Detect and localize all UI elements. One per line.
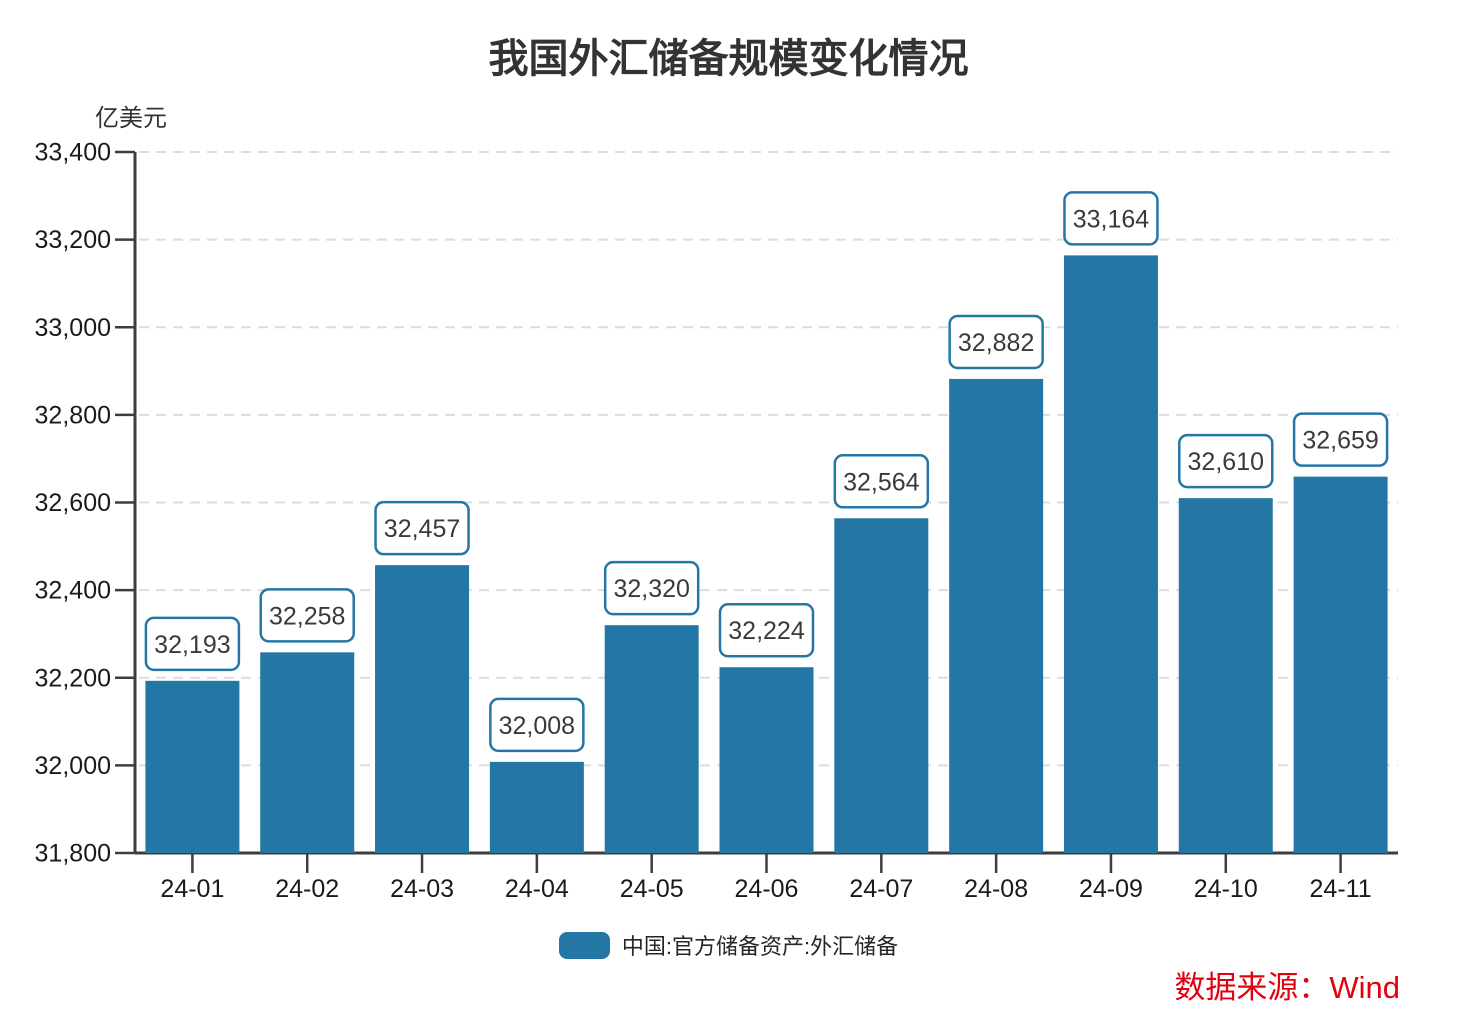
value-label-box	[1292, 412, 1389, 467]
value-label-box	[259, 588, 355, 643]
value-label-box	[144, 616, 241, 672]
value-label: 32,882	[958, 329, 1034, 357]
value-label: 32,224	[728, 617, 805, 645]
value-label: 32,659	[1302, 427, 1378, 455]
bar-24-06	[719, 667, 814, 853]
bar-24-04	[489, 761, 584, 853]
value-label-box	[718, 602, 815, 658]
value-label: 32,008	[499, 712, 575, 740]
bar-24-09	[1063, 255, 1158, 853]
y-tick-label: 31,800	[35, 840, 111, 868]
y-axis-unit-label: 亿美元	[95, 105, 167, 132]
bar-24-11	[1293, 476, 1388, 853]
value-label-box	[603, 560, 700, 616]
bar-24-10	[1178, 498, 1273, 853]
value-label-box	[1178, 433, 1274, 489]
legend: 中国:官方储备资产:外汇储备	[0, 929, 1457, 961]
value-label-box	[833, 454, 930, 509]
value-label-box	[948, 314, 1044, 370]
legend-label: 中国:官方储备资产:外汇储备	[621, 934, 899, 959]
chart-title: 我国外汇储备规模变化情况	[488, 37, 969, 81]
x-tick-label: 24-06	[735, 875, 799, 903]
x-tick-label: 24-10	[1194, 875, 1258, 903]
y-tick-label: 33,200	[35, 226, 111, 254]
value-label: 32,610	[1188, 448, 1264, 476]
bar-24-01	[145, 680, 240, 853]
value-label: 32,258	[269, 602, 345, 630]
value-label: 32,564	[843, 468, 920, 496]
y-tick-label: 32,600	[35, 489, 111, 517]
x-tick-label: 24-08	[964, 875, 1028, 903]
y-tick-label: 32,400	[35, 577, 111, 605]
x-tick-label: 24-03	[390, 875, 454, 903]
data-source-label: 数据来源：Wind	[1174, 970, 1400, 1005]
value-label: 32,193	[154, 631, 230, 659]
value-label-box	[1063, 191, 1159, 246]
value-label: 32,457	[384, 515, 460, 543]
x-tick-label: 24-01	[160, 875, 224, 903]
x-tick-label: 24-05	[620, 875, 684, 903]
x-tick-label: 24-07	[849, 875, 913, 903]
value-label: 32,320	[613, 575, 689, 603]
bar-24-07	[834, 518, 929, 853]
x-tick-label: 24-04	[505, 875, 569, 903]
bar-24-03	[375, 565, 470, 853]
bar-24-08	[949, 378, 1044, 853]
value-label-box	[489, 697, 585, 753]
value-label-box	[374, 500, 470, 556]
y-tick-label: 32,800	[35, 401, 111, 429]
bar-24-05	[604, 625, 699, 853]
y-tick-label: 32,000	[35, 752, 111, 780]
legend-swatch	[558, 931, 610, 959]
x-tick-label: 24-11	[1310, 875, 1372, 903]
bar-24-02	[260, 652, 355, 853]
x-tick-label: 24-02	[275, 875, 339, 903]
y-tick-label: 33,400	[35, 139, 111, 167]
value-label: 33,164	[1073, 205, 1150, 233]
x-tick-label: 24-09	[1079, 875, 1143, 903]
y-tick-label: 32,200	[35, 664, 111, 692]
y-tick-label: 33,000	[35, 314, 111, 342]
